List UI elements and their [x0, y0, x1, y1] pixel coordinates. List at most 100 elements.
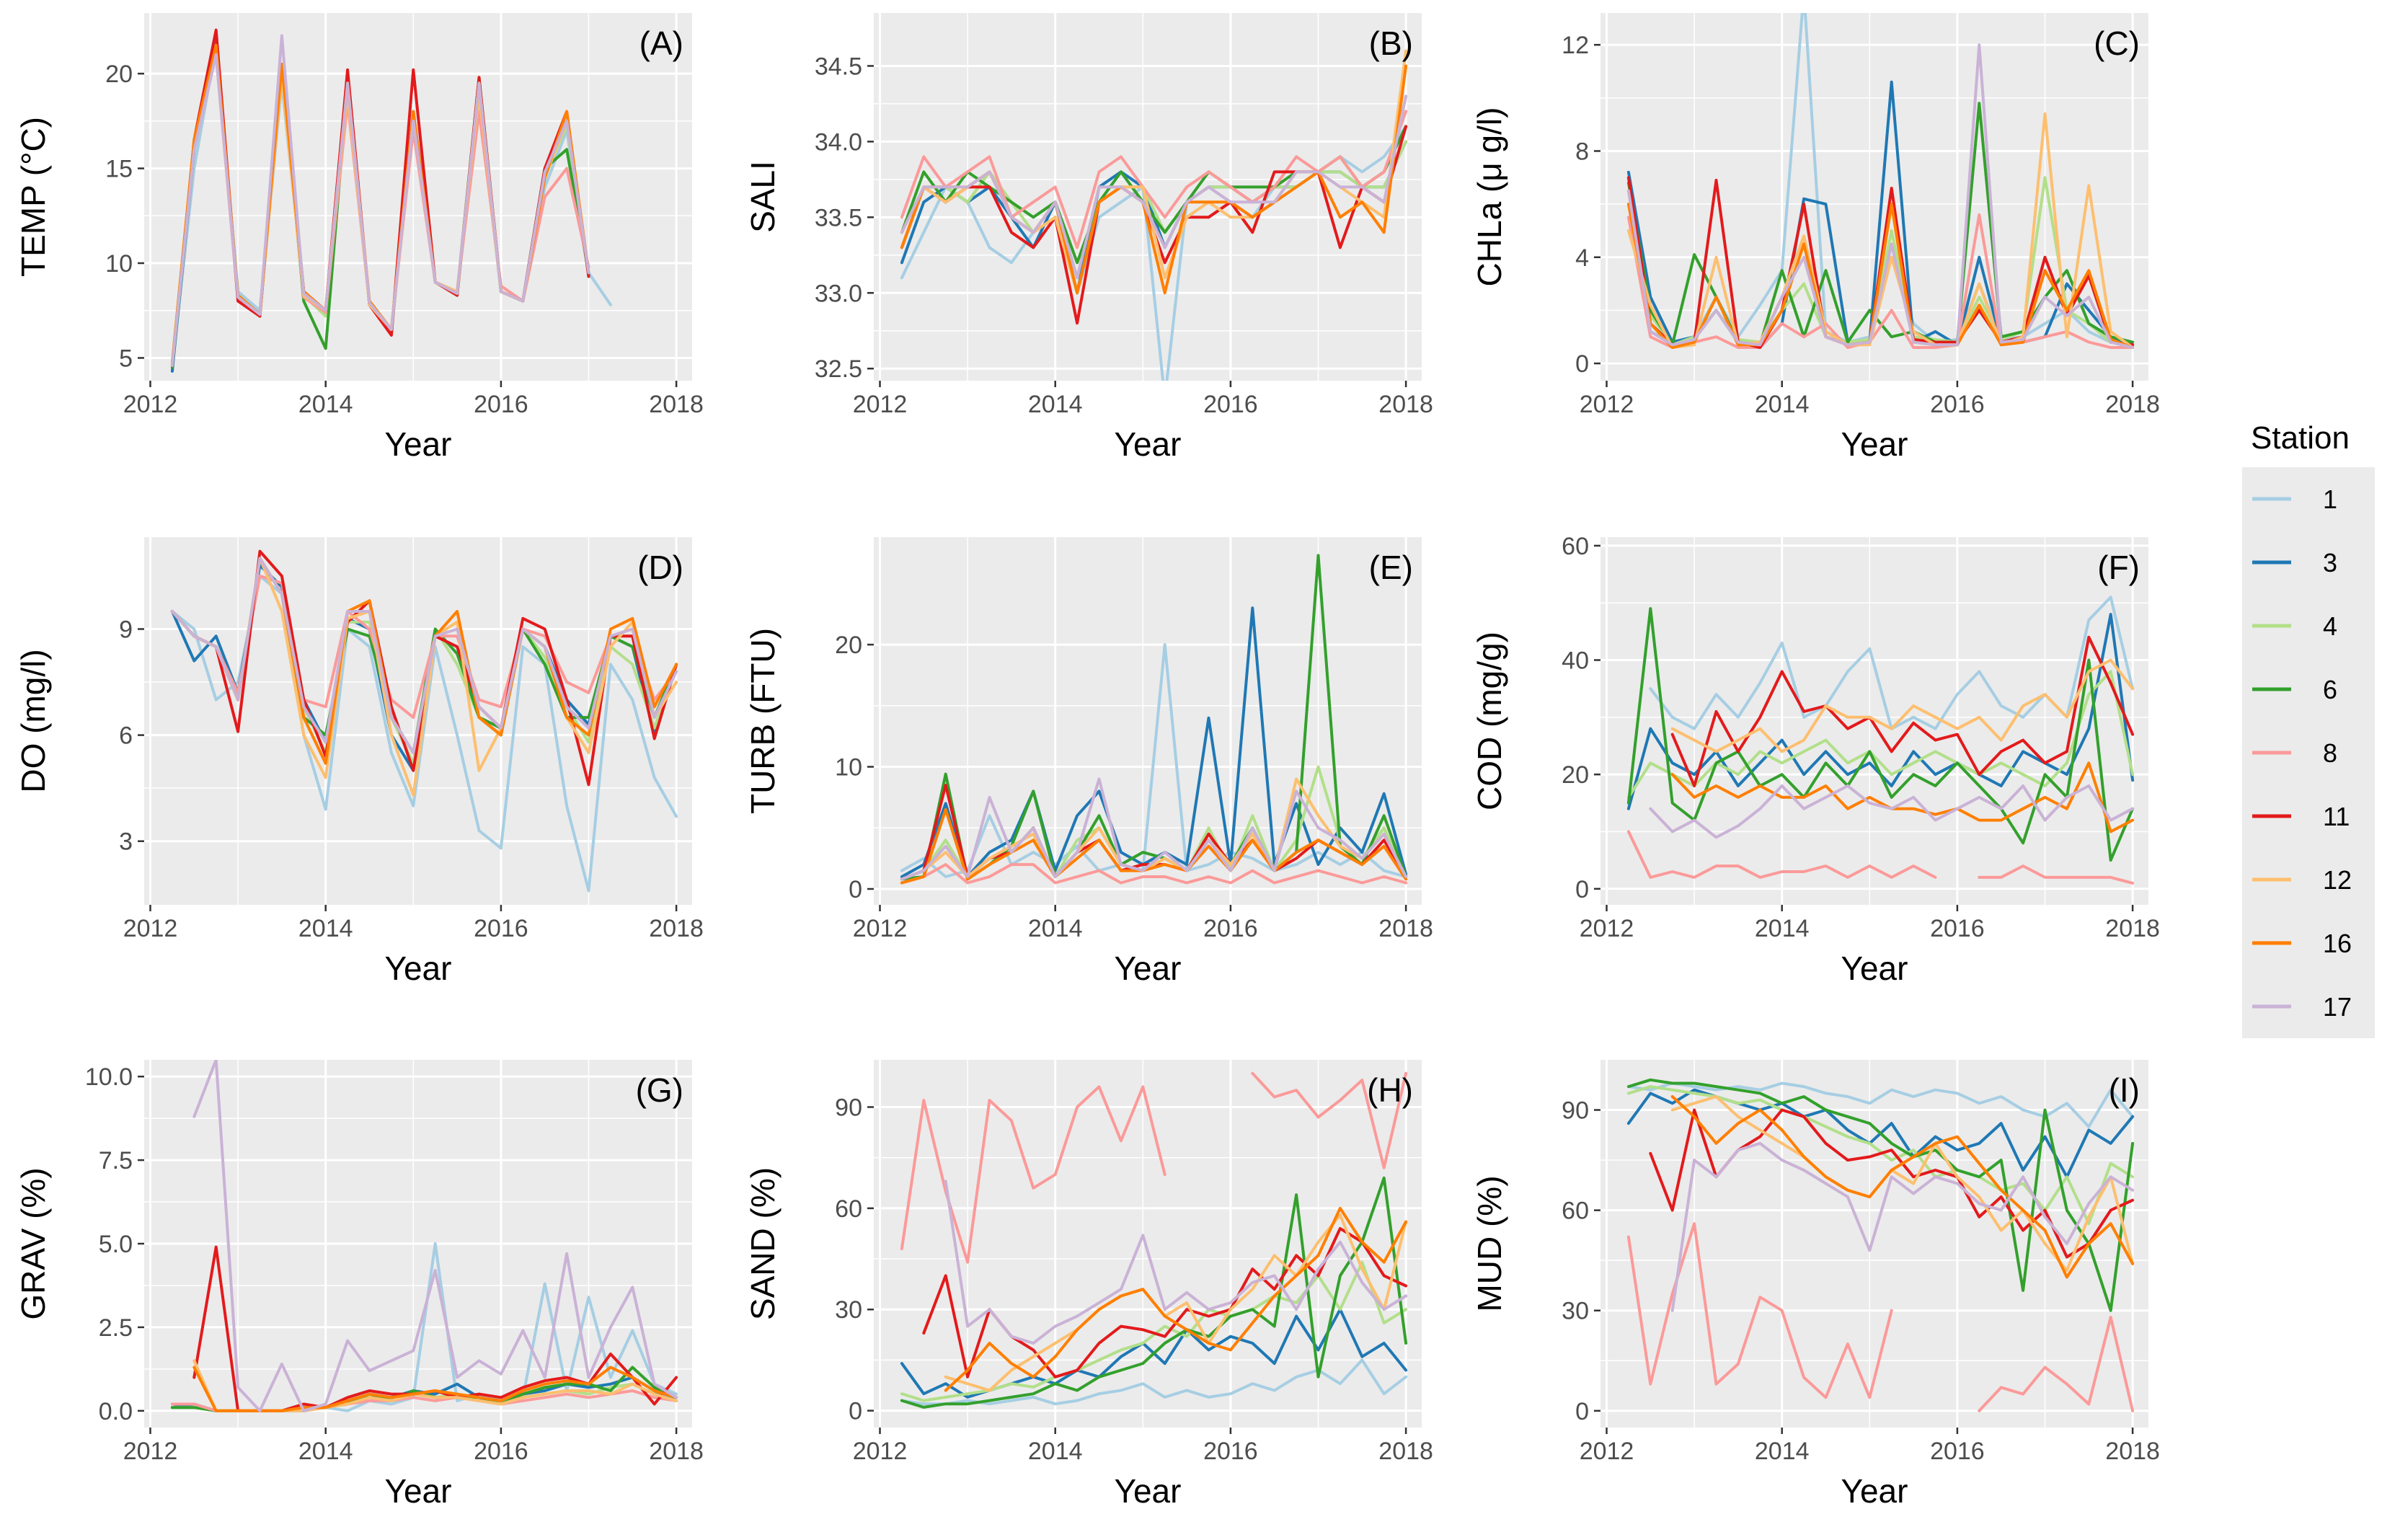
- y-axis-title: TEMP (°C): [14, 117, 52, 277]
- series-line-station-6: [1626, 1078, 2135, 1312]
- x-tick-label: 2018: [2105, 915, 2160, 942]
- series-lines: [1626, 13, 2135, 349]
- panel-tag: (D): [637, 549, 683, 586]
- series-lines: [170, 1060, 678, 1412]
- series-line-station-12: [1670, 658, 2135, 753]
- series-line-station-1: [900, 1358, 1408, 1406]
- series-line-station-16: [192, 1366, 678, 1412]
- x-tick-label: 2014: [1755, 915, 1810, 942]
- series-lines: [900, 554, 1408, 885]
- series-line-station-17: [1626, 43, 2135, 349]
- legend-item-station-4: 4: [2252, 611, 2337, 641]
- y-tick-label: 7.5: [99, 1147, 133, 1174]
- series-line-station-8: [1626, 1222, 2135, 1412]
- x-tick-label: 2016: [474, 1438, 528, 1465]
- legend-item-station-17: 17: [2252, 992, 2352, 1022]
- series-line-station-3: [900, 606, 1408, 878]
- panel-tag: (B): [1369, 25, 1413, 62]
- legend-label: 3: [2323, 548, 2337, 578]
- series-line-station-16: [1670, 761, 2135, 833]
- x-tick-label: 2012: [853, 391, 908, 418]
- panel-f: 2012 2014 2016 2018 0 20 40 60 Year COD (mg/g) (F): [1471, 533, 2160, 987]
- y-tick-label: 2.5: [99, 1314, 133, 1342]
- panel-tag: (G): [636, 1071, 683, 1109]
- series-lines: [900, 49, 1408, 381]
- y-axis-title: CHLa (μ g/l): [1471, 107, 1508, 287]
- series-line-station-8: [900, 110, 1408, 249]
- x-tick-label: 2014: [298, 391, 353, 418]
- panel-i: 2012 2014 2016 2018 0 30 60 90 Year MUD (%) (I): [1471, 1060, 2160, 1510]
- panel-a: 2012 2014 2016 2018 5 10 15 20 Year TEMP (°C) (A): [14, 13, 704, 463]
- panel-tag: (E): [1369, 549, 1413, 586]
- y-tick-label: 5: [119, 345, 133, 372]
- y-tick-label: 34.5: [815, 53, 862, 80]
- x-tick-label: 2014: [1028, 915, 1083, 942]
- x-axis-title: Year: [385, 425, 452, 463]
- panel-tag: (H): [1367, 1071, 1413, 1109]
- panel-tag: (A): [639, 25, 683, 62]
- series-line-station-12: [900, 777, 1408, 881]
- panel-tag: (C): [2094, 25, 2140, 62]
- y-tick-label: 3: [119, 828, 133, 856]
- x-tick-label: 2012: [853, 915, 908, 942]
- series-line-station-17: [900, 94, 1408, 280]
- panel-tag: (F): [2097, 549, 2140, 586]
- x-tick-label: 2014: [1028, 391, 1083, 418]
- legend-items: 1 3 4 6 8 11 12 16 17: [2252, 484, 2352, 1022]
- x-tick-label: 2018: [649, 915, 704, 942]
- y-axis-title: TURB (FTU): [744, 628, 782, 814]
- legend-item-station-1: 1: [2252, 484, 2337, 514]
- y-tick-label: 8: [1575, 138, 1589, 165]
- panel-b: 2012 2014 2016 2018 32.5 33.0 33.5 34.0 34.5 Year…: [744, 13, 1433, 463]
- y-tick-label: 0: [1575, 350, 1589, 378]
- y-tick-label: 15: [105, 156, 133, 183]
- y-tick-label: 9: [119, 616, 133, 644]
- x-tick-label: 2018: [2105, 1438, 2160, 1465]
- y-tick-label: 20: [835, 632, 862, 659]
- series-line-station-16: [944, 1206, 1408, 1392]
- series-line-station-17: [944, 1180, 1408, 1345]
- legend-label: 12: [2323, 865, 2352, 895]
- series-line-station-16: [1626, 203, 2135, 349]
- panels-group: 2012 2014 2016 2018 5 10 15 20 Year TEMP (°C) (A) 2…: [14, 13, 2160, 1510]
- y-tick-label: 0: [1575, 876, 1589, 903]
- x-tick-label: 2014: [1028, 1438, 1083, 1465]
- series-line-station-1: [1626, 1081, 2135, 1128]
- x-tick-label: 2016: [1203, 391, 1258, 418]
- y-axis-title: GRAV (%): [14, 1167, 52, 1319]
- y-tick-label: 90: [835, 1094, 862, 1122]
- series-lines: [900, 1071, 1408, 1409]
- y-tick-label: 0.0: [99, 1398, 133, 1425]
- series-line-station-17: [170, 34, 590, 367]
- x-tick-label: 2014: [298, 1438, 353, 1465]
- series-line-station-17: [1670, 1141, 2135, 1312]
- y-tick-label: 90: [1562, 1097, 1589, 1125]
- x-axis-title: Year: [385, 1472, 452, 1510]
- y-tick-label: 33.0: [815, 280, 862, 307]
- legend-item-station-8: 8: [2252, 738, 2337, 768]
- x-axis-title: Year: [1841, 950, 1908, 987]
- y-axis-title: MUD (%): [1471, 1175, 1508, 1311]
- series-line-station-16: [900, 807, 1408, 885]
- y-tick-label: 40: [1562, 647, 1589, 675]
- series-line-station-8: [900, 863, 1408, 885]
- y-tick-label: 10: [105, 250, 133, 278]
- series-line-station-4: [1626, 1085, 2135, 1226]
- y-tick-label: 33.5: [815, 204, 862, 231]
- legend-label: 4: [2323, 611, 2337, 641]
- series-line-station-6: [900, 1176, 1408, 1409]
- y-axis-title: DO (mg/l): [14, 649, 52, 792]
- x-tick-label: 2016: [474, 915, 528, 942]
- y-tick-label: 32.5: [815, 355, 862, 383]
- x-tick-label: 2018: [1378, 1438, 1433, 1465]
- x-tick-label: 2016: [1203, 915, 1258, 942]
- legend-label: 6: [2323, 675, 2337, 704]
- panel-g: 2012 2014 2016 2018 0.0 2.5 5.0 7.5 10.0 Year GRAV…: [14, 1060, 704, 1510]
- legend-title: Station: [2251, 420, 2350, 456]
- y-axis-title: SALI: [744, 161, 782, 233]
- legend-item-station-3: 3: [2252, 548, 2337, 578]
- series-line-station-1: [900, 643, 1408, 878]
- y-tick-label: 60: [1562, 533, 1589, 560]
- series-lines: [1626, 596, 2135, 885]
- panel-tag: (I): [2109, 1071, 2140, 1109]
